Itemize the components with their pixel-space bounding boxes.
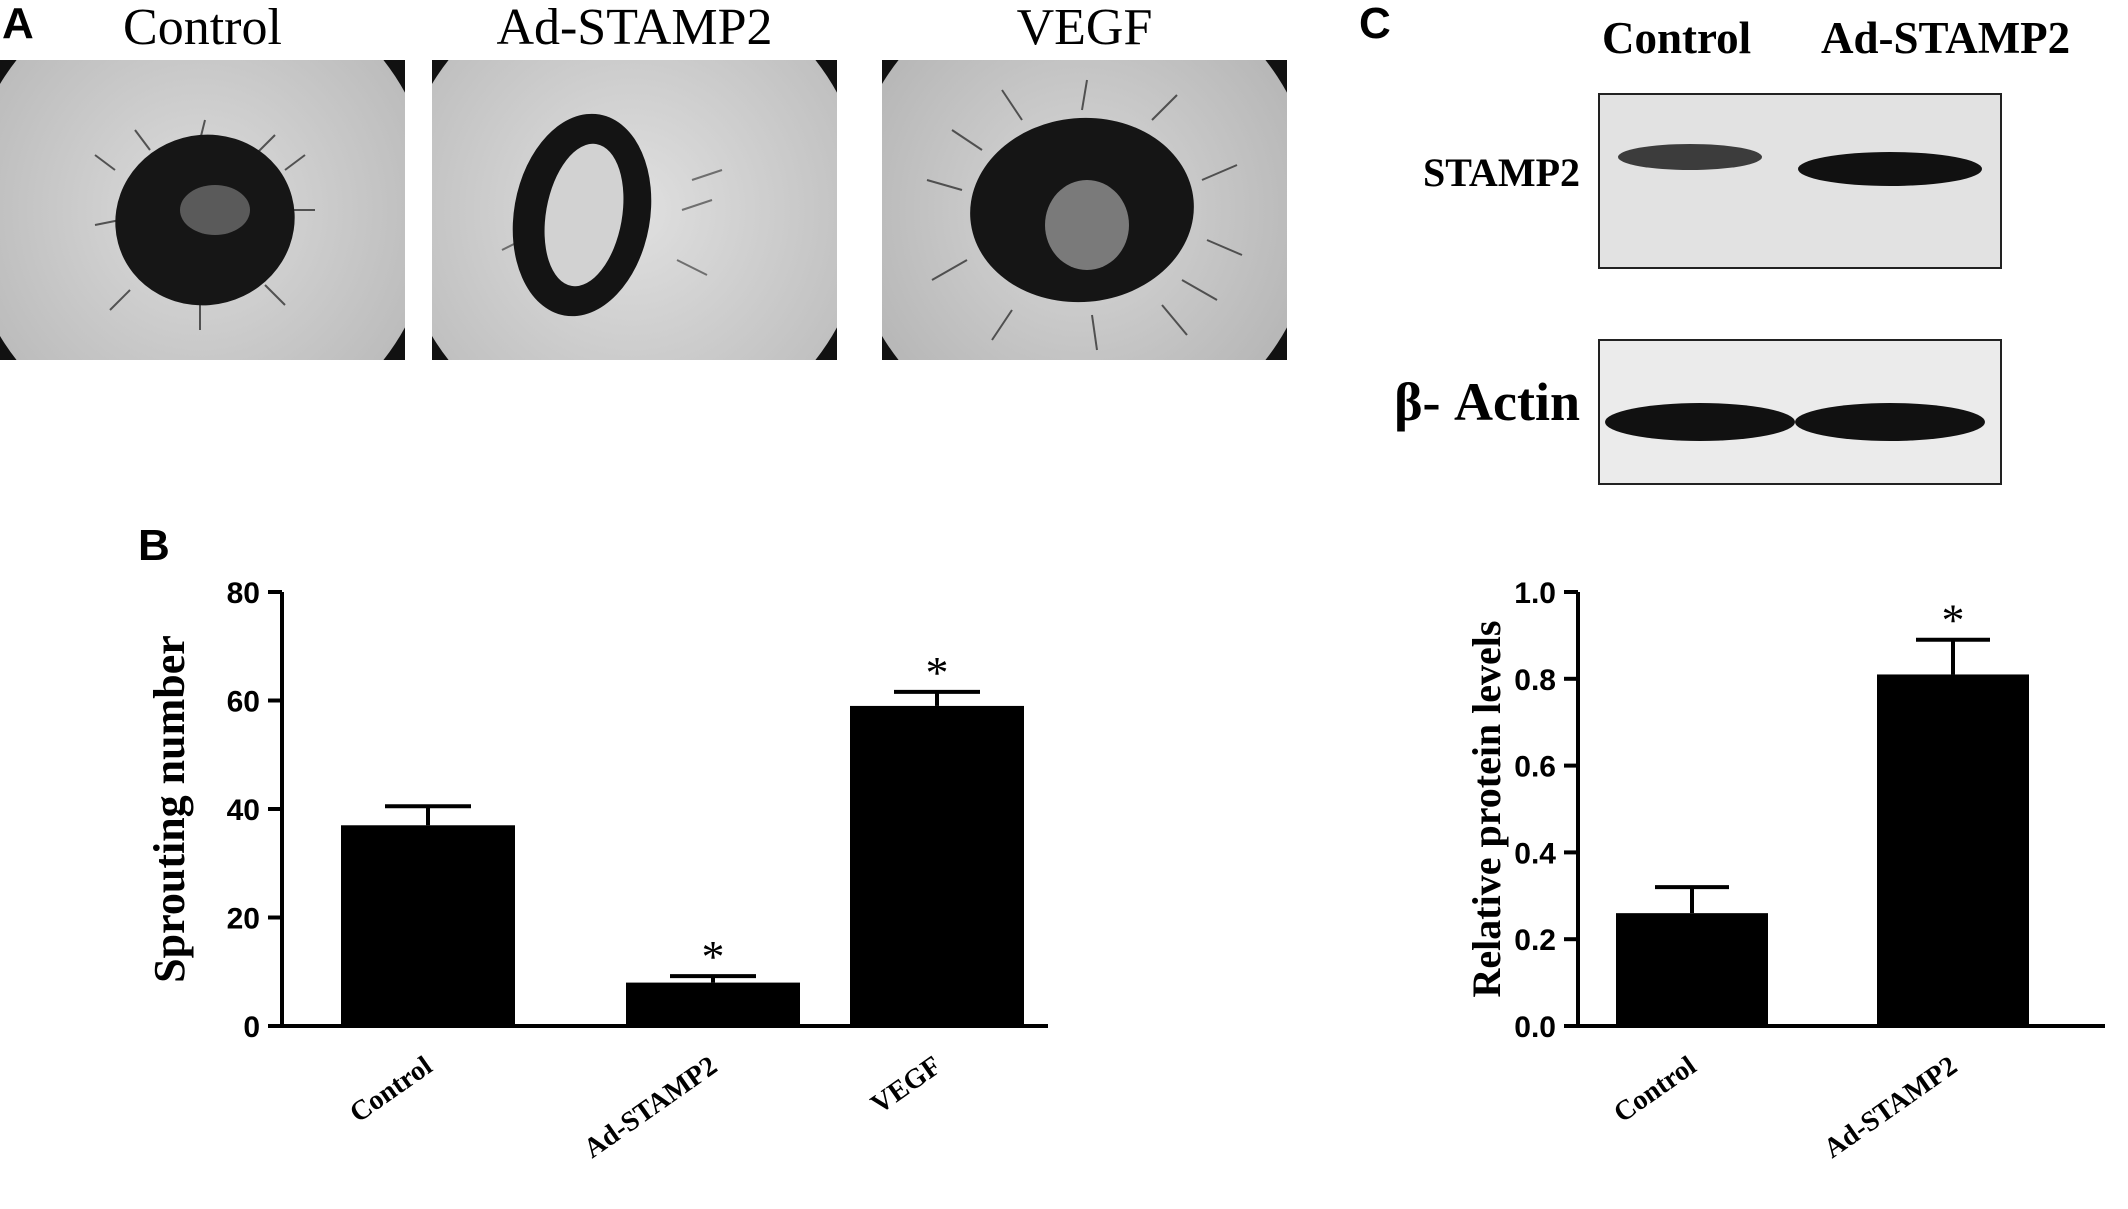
y-tick-label: 0.6 xyxy=(1514,751,1556,784)
blot-row-label-beta-actin: β- Actin xyxy=(1394,372,1580,432)
bar xyxy=(1616,913,1768,1026)
chart-b-sprouting: 0 20 40 60 80 Sprouting number Control * Ad-STAM… xyxy=(145,577,1048,1165)
blot-beta-actin xyxy=(1598,339,2002,485)
bar xyxy=(341,825,515,1026)
significance-marker: * xyxy=(926,647,949,698)
y-tick-label: 0.0 xyxy=(1514,1011,1556,1044)
micrograph-vegf xyxy=(882,60,1287,360)
y-tick-label: 0.2 xyxy=(1514,924,1556,957)
y-tick-label: 80 xyxy=(227,577,260,610)
bar xyxy=(850,705,1024,1026)
significance-marker: * xyxy=(1942,595,1965,646)
micrograph-ad-stamp2 xyxy=(432,60,837,360)
micrograph-control xyxy=(0,60,405,360)
y-tick-label: 0.4 xyxy=(1514,837,1556,870)
bar xyxy=(1877,674,2029,1026)
panel-letter-c: C xyxy=(1359,0,1391,48)
micrograph-label-ad-stamp2: Ad-STAMP2 xyxy=(496,0,773,56)
x-tick-label: Control xyxy=(344,1050,438,1129)
blot-column-control: Control xyxy=(1602,13,1752,63)
x-tick-label: Ad-STAMP2 xyxy=(578,1050,723,1164)
panel-letter-a: A xyxy=(2,0,34,48)
blot-row-label-stamp2: STAMP2 xyxy=(1422,150,1580,195)
y-tick-label: 0.8 xyxy=(1514,664,1556,697)
y-axis-label: Sprouting number xyxy=(145,635,194,983)
y-axis-label: Relative protein levels xyxy=(1464,621,1509,998)
bar xyxy=(626,982,800,1026)
y-tick-label: 0 xyxy=(243,1011,260,1044)
y-tick-label: 20 xyxy=(227,903,260,936)
significance-marker: * xyxy=(702,931,725,982)
blot-stamp2 xyxy=(1598,93,2002,269)
x-tick-label: Control xyxy=(1608,1050,1702,1129)
panel-letter-b: B xyxy=(138,521,170,570)
micrograph-label-control: Control xyxy=(123,0,282,56)
y-tick-label: 60 xyxy=(227,686,260,719)
x-tick-label: Ad-STAMP2 xyxy=(1818,1050,1963,1164)
y-tick-label: 40 xyxy=(227,794,260,827)
y-tick-label: 1.0 xyxy=(1514,577,1556,610)
x-tick-label: VEGF xyxy=(866,1050,947,1120)
blot-column-ad-stamp2: Ad-STAMP2 xyxy=(1821,13,2071,63)
micrograph-label-vegf: VEGF xyxy=(1016,0,1153,56)
